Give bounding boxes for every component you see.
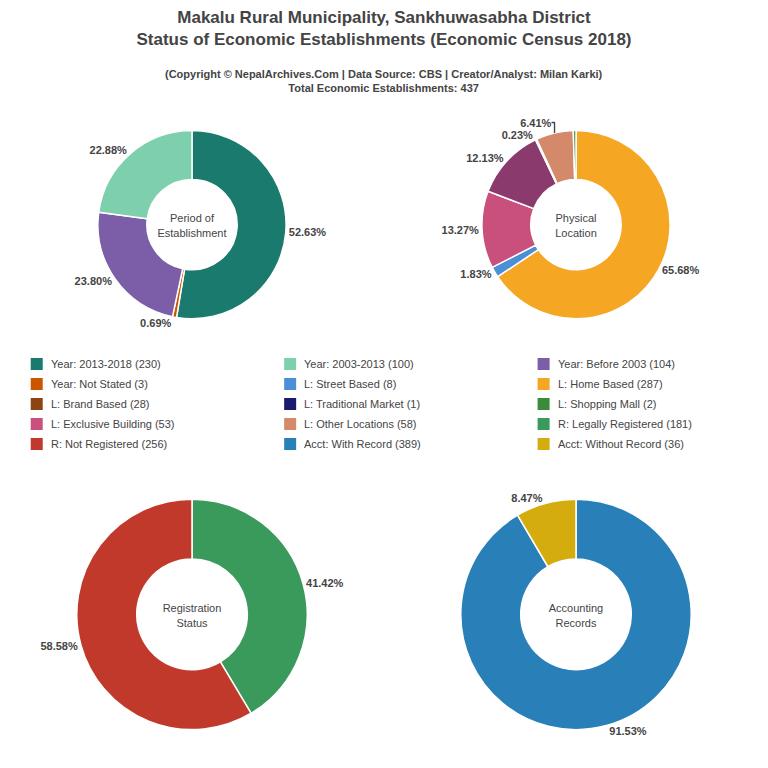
svg-text:12.13%: 12.13%: [466, 152, 504, 164]
svg-text:Acct: With Record (389): Acct: With Record (389): [304, 438, 421, 450]
svg-text:1.83%: 1.83%: [460, 268, 491, 280]
svg-text:L: Home Based (287): L: Home Based (287): [558, 378, 663, 390]
svg-text:23.80%: 23.80%: [75, 275, 113, 287]
svg-text:6.41%: 6.41%: [520, 117, 551, 129]
svg-text:L: Shopping Mall (2): L: Shopping Mall (2): [558, 398, 656, 410]
svg-text:13.27%: 13.27%: [442, 224, 480, 236]
svg-text:Acct: Without Record (36): Acct: Without Record (36): [558, 438, 684, 450]
svg-text:65.68%: 65.68%: [662, 264, 700, 276]
svg-text:0.69%: 0.69%: [140, 317, 171, 329]
svg-text:Period ofEstablishment: Period ofEstablishment: [157, 212, 226, 238]
svg-text:52.63%: 52.63%: [289, 226, 327, 238]
svg-text:Year: 2013-2018 (230): Year: 2013-2018 (230): [51, 358, 161, 370]
svg-text:R: Legally Registered (181): R: Legally Registered (181): [558, 418, 692, 430]
svg-text:8.47%: 8.47%: [511, 492, 542, 504]
svg-text:L: Traditional Market (1): L: Traditional Market (1): [304, 398, 420, 410]
svg-text:58.58%: 58.58%: [40, 640, 78, 652]
svg-text:Year: Before 2003 (104): Year: Before 2003 (104): [558, 358, 675, 370]
svg-text:L: Exclusive Building (53): L: Exclusive Building (53): [51, 418, 175, 430]
svg-text:L: Brand Based (28): L: Brand Based (28): [51, 398, 149, 410]
svg-text:L: Other Locations (58): L: Other Locations (58): [304, 418, 417, 430]
svg-text:Makalu Rural Municipality, San: Makalu Rural Municipality, Sankhuwasabha…: [136, 8, 631, 49]
svg-text:Year: 2003-2013 (100): Year: 2003-2013 (100): [304, 358, 414, 370]
svg-text:PhysicalLocation: PhysicalLocation: [555, 212, 597, 238]
svg-text:RegistrationStatus: RegistrationStatus: [163, 602, 222, 628]
svg-text:Year: Not Stated (3): Year: Not Stated (3): [51, 378, 148, 390]
svg-text:(Copyright © NepalArchives.Com: (Copyright © NepalArchives.Com | Data So…: [165, 68, 603, 94]
svg-text:L: Street Based (8): L: Street Based (8): [304, 378, 396, 390]
svg-text:0.23%: 0.23%: [502, 129, 533, 141]
svg-text:R: Not Registered (256): R: Not Registered (256): [51, 438, 167, 450]
svg-text:22.88%: 22.88%: [90, 144, 128, 156]
svg-text:41.42%: 41.42%: [306, 577, 344, 589]
svg-text:AccountingRecords: AccountingRecords: [549, 602, 603, 628]
svg-text:91.53%: 91.53%: [609, 725, 647, 737]
